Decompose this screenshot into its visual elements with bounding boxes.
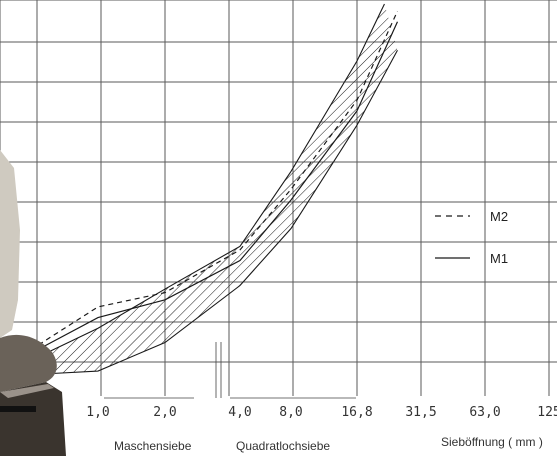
x-tick-label: 16,8 xyxy=(341,405,372,420)
group-label-maschensiebe: Maschensiebe xyxy=(114,439,192,453)
band-lower-edge xyxy=(30,50,398,376)
band-area xyxy=(31,3,398,375)
x-tick-label: 1,0 xyxy=(86,405,109,420)
grading-band xyxy=(30,3,398,376)
x-tick-label: 125 xyxy=(537,405,557,420)
legend: M2 M1 xyxy=(435,209,508,266)
x-tick-labels: 1,0 2,0 4,0 8,0 16,8 31,5 63,0 125 xyxy=(86,405,557,420)
series-lines xyxy=(30,10,399,354)
photo-fragment xyxy=(0,150,66,456)
legend-m2-label: M2 xyxy=(490,209,508,224)
x-tick-label: 4,0 xyxy=(228,405,251,420)
legend-m1-label: M1 xyxy=(490,251,508,266)
x-group-labels: Maschensiebe Quadratlochsiebe xyxy=(104,342,356,453)
band-upper-edge xyxy=(30,3,385,361)
series-line-m2 xyxy=(30,10,399,351)
x-axis-label: Sieböffnung ( mm ) xyxy=(441,435,543,449)
x-tick-label: 31,5 xyxy=(405,405,436,420)
series-line-m1 xyxy=(30,21,399,354)
x-tick-label: 63,0 xyxy=(469,405,500,420)
group-label-quadratlochsiebe: Quadratlochsiebe xyxy=(236,439,330,453)
x-tick-label: 8,0 xyxy=(279,405,302,420)
x-tick-label: 2,0 xyxy=(153,405,176,420)
